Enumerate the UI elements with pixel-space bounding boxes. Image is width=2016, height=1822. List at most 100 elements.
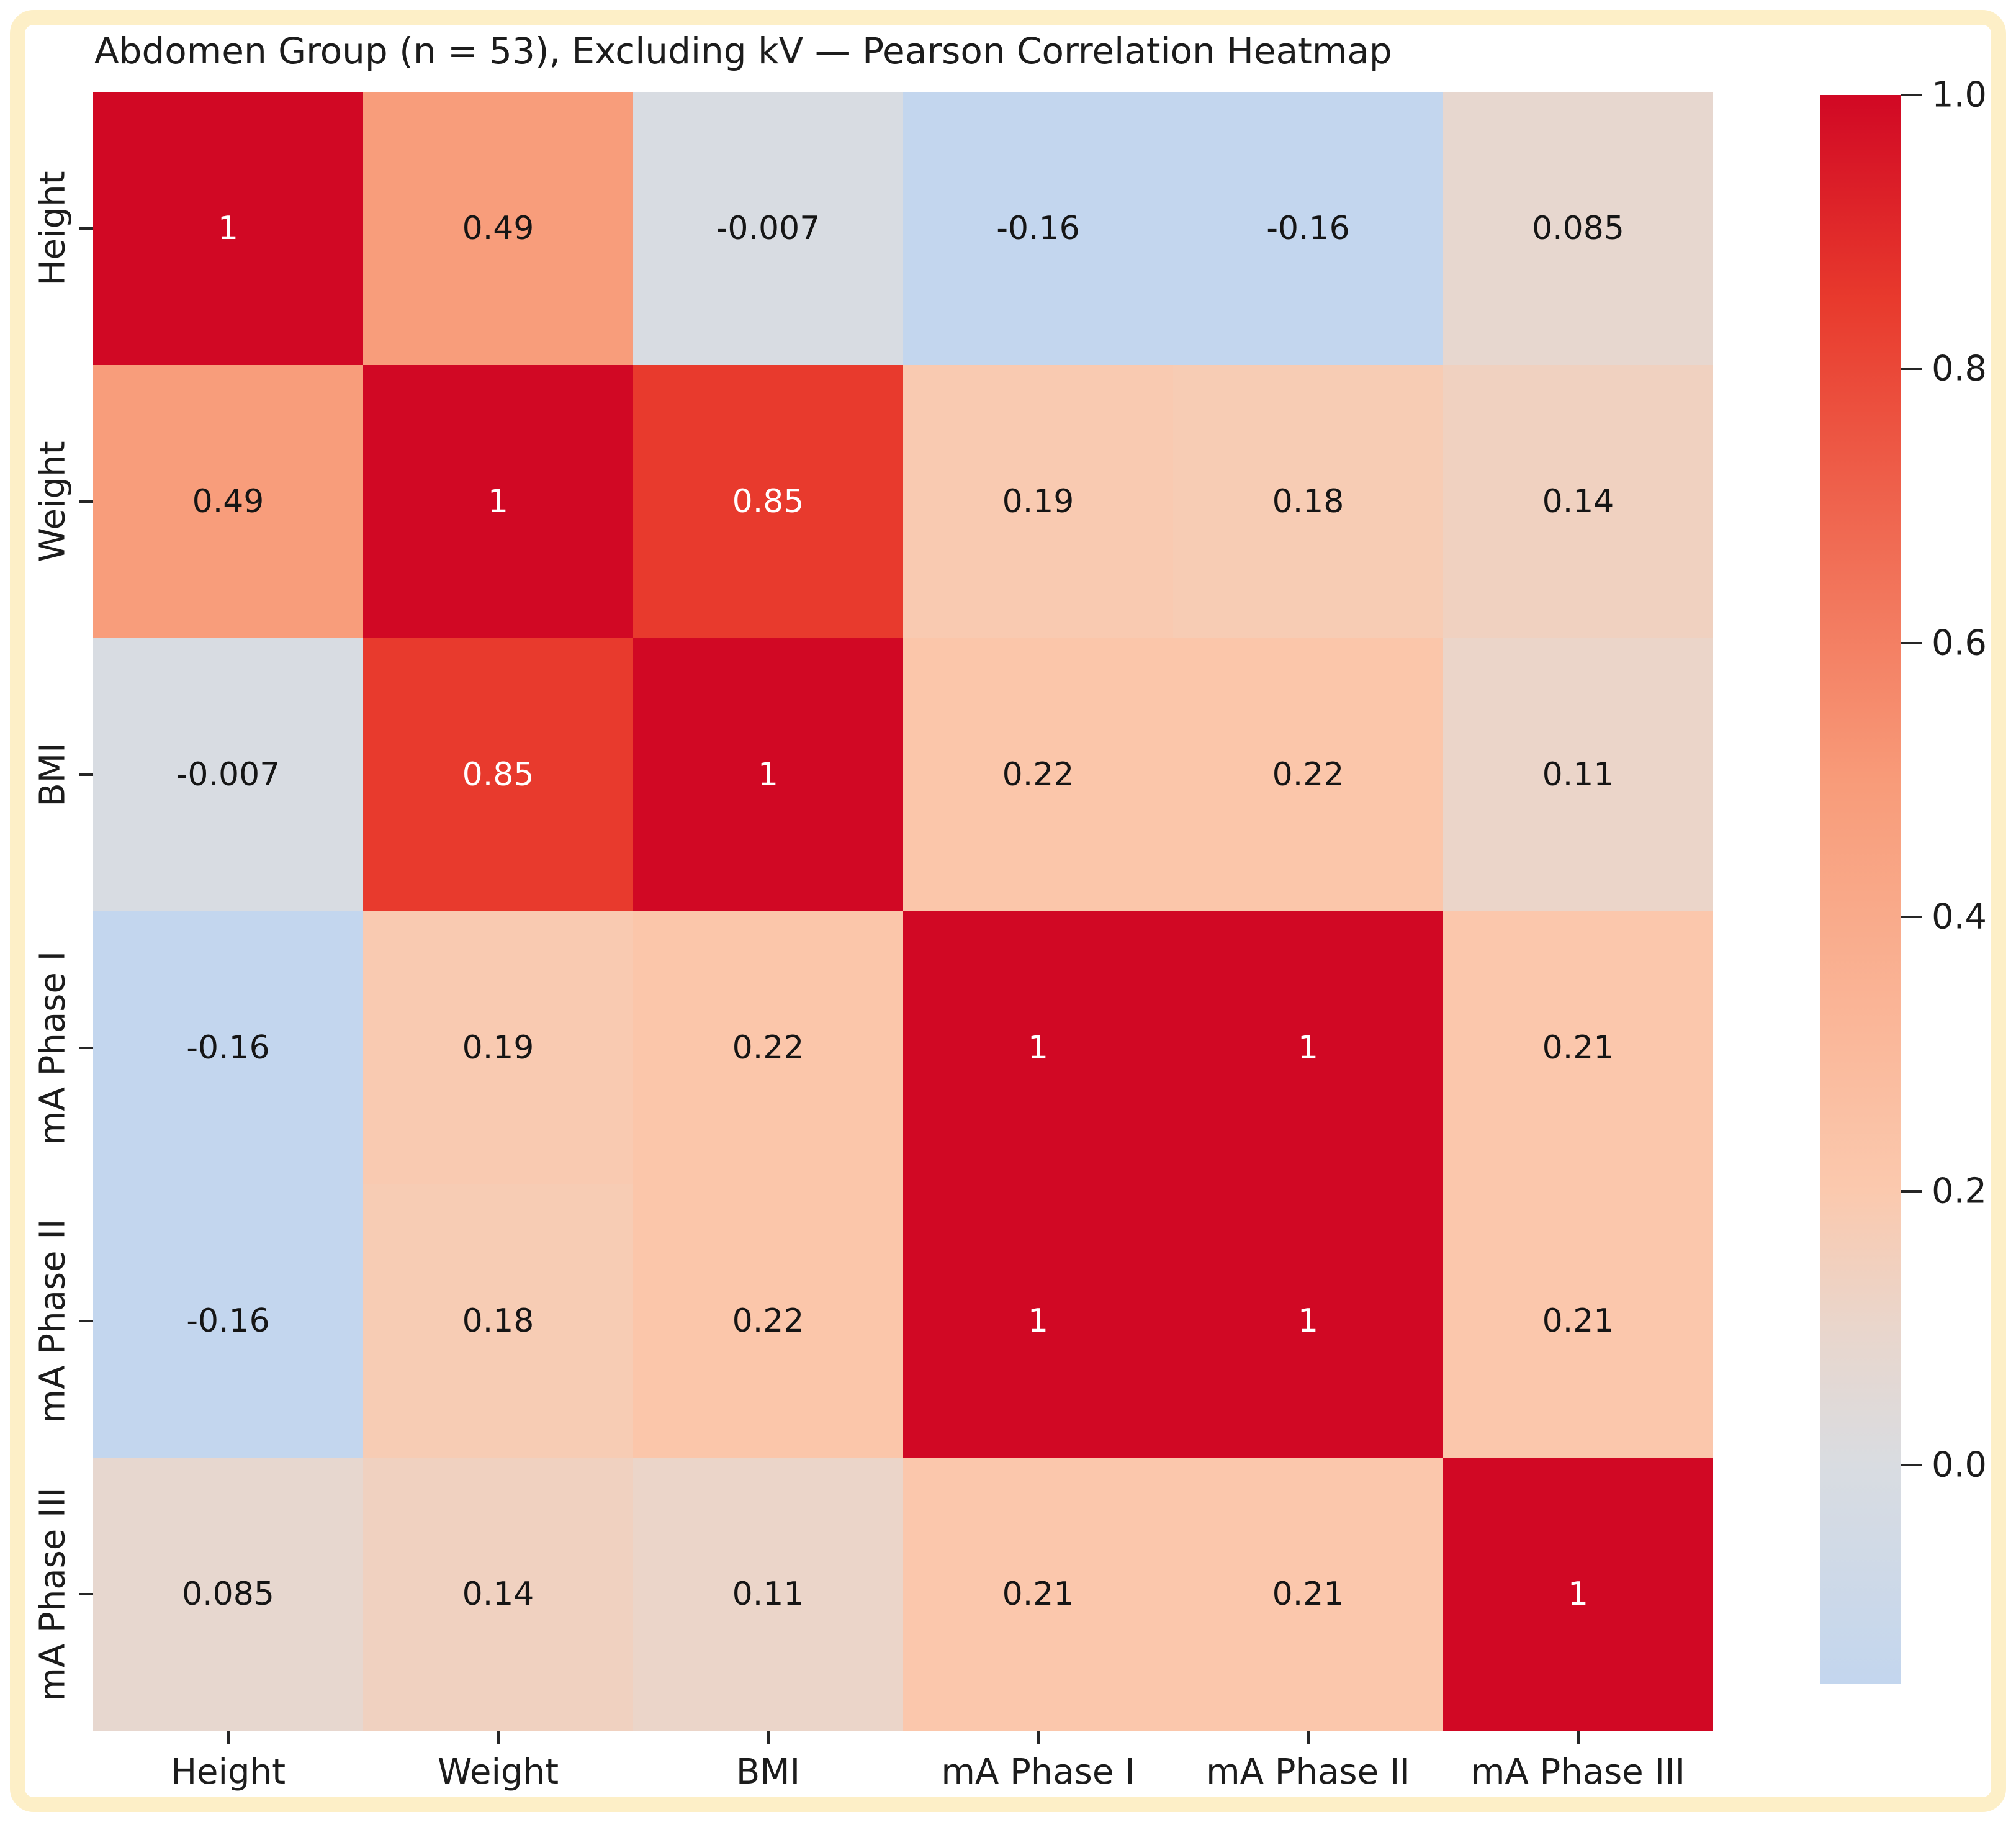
cell-value: 1 xyxy=(1567,1576,1589,1613)
heatmap-cell: 0.22 xyxy=(633,911,903,1184)
x-tick-mark xyxy=(1577,1731,1580,1744)
cell-value: 0.49 xyxy=(462,210,534,247)
cell-value: 0.22 xyxy=(732,1029,804,1067)
cell-value: 0.21 xyxy=(1542,1029,1614,1067)
cell-value: -0.16 xyxy=(1266,210,1350,247)
x-tick-label: mA Phase I xyxy=(941,1752,1135,1792)
heatmap-cell: -0.16 xyxy=(93,1184,363,1458)
colorbar-tick-mark xyxy=(1901,1189,1922,1193)
heatmap-cell: 0.21 xyxy=(1443,911,1713,1184)
heatmap-cell: 0.085 xyxy=(93,1458,363,1731)
cell-value: 1 xyxy=(1297,1302,1319,1340)
y-tick-label: mA Phase II xyxy=(32,1219,73,1423)
heatmap-cell: 0.11 xyxy=(633,1458,903,1731)
y-tick-label: Weight xyxy=(32,441,73,562)
colorbar-tick-label: 0.4 xyxy=(1932,896,1987,937)
x-tick-mark xyxy=(1307,1731,1310,1744)
colorbar-tick-mark xyxy=(1901,641,1922,644)
heatmap-cell: 0.22 xyxy=(903,638,1173,911)
heatmap-cell: 0.19 xyxy=(903,365,1173,638)
heatmap-cell: 0.85 xyxy=(363,638,633,911)
heatmap-cell: 1 xyxy=(1443,1458,1713,1731)
x-tick-label: Height xyxy=(170,1752,286,1792)
cell-value: 0.085 xyxy=(182,1576,274,1613)
x-tick-label: BMI xyxy=(736,1752,801,1792)
y-tick-label: Height xyxy=(32,171,73,286)
x-tick-mark xyxy=(1037,1731,1040,1744)
cell-value: -0.16 xyxy=(186,1029,270,1067)
heatmap-cell: 0.11 xyxy=(1443,638,1713,911)
x-tick-mark xyxy=(227,1731,230,1744)
cell-value: 1 xyxy=(487,483,509,520)
heatmap-cell: 0.49 xyxy=(93,365,363,638)
cell-value: 0.14 xyxy=(1542,483,1614,520)
x-tick-mark xyxy=(767,1731,770,1744)
y-tick-mark xyxy=(79,227,93,230)
y-tick-label: BMI xyxy=(32,742,73,807)
colorbar xyxy=(1820,95,1901,1684)
heatmap-cell: 0.21 xyxy=(1173,1458,1443,1731)
colorbar-tick-mark xyxy=(1901,1463,1922,1466)
cell-value: 0.49 xyxy=(192,483,264,520)
y-tick-label: mA Phase I xyxy=(32,950,73,1145)
colorbar-tick-mark xyxy=(1901,916,1922,919)
heatmap-grid: 1 0.49 -0.007 -0.16 -0.16 0.085 0.49 1 0.85 0.19 0… xyxy=(93,92,1713,1731)
cell-value: 0.85 xyxy=(462,756,534,793)
heatmap-cell: 0.21 xyxy=(903,1458,1173,1731)
colorbar-tick-label: 1.0 xyxy=(1932,74,1987,115)
heatmap-cell: 1 xyxy=(903,1184,1173,1458)
colorbar-tick-mark xyxy=(1901,368,1922,371)
heatmap-cell: 0.85 xyxy=(633,365,903,638)
cell-value: 1 xyxy=(1027,1302,1049,1340)
cell-value: -0.007 xyxy=(716,210,821,247)
cell-value: 0.21 xyxy=(1002,1576,1074,1613)
cell-value: 0.85 xyxy=(732,483,804,520)
heatmap-cell: -0.16 xyxy=(93,911,363,1184)
x-tick-mark xyxy=(497,1731,500,1744)
cell-value: 0.18 xyxy=(462,1302,534,1340)
colorbar-tick-label: 0.0 xyxy=(1932,1445,1987,1486)
heatmap-cell: 1 xyxy=(1173,911,1443,1184)
heatmap-cell: 1 xyxy=(93,92,363,365)
cell-value: 0.11 xyxy=(1542,756,1614,793)
cell-value: 0.19 xyxy=(1002,483,1074,520)
heatmap-cell: 0.18 xyxy=(1173,365,1443,638)
x-tick-label: Weight xyxy=(437,1752,559,1792)
y-tick-mark xyxy=(79,500,93,503)
cell-value: 0.11 xyxy=(732,1576,804,1613)
heatmap-cell: 0.22 xyxy=(633,1184,903,1458)
heatmap-cell: 0.19 xyxy=(363,911,633,1184)
cell-value: 0.19 xyxy=(462,1029,534,1067)
cell-value: -0.007 xyxy=(176,756,281,793)
x-tick-label: mA Phase III xyxy=(1470,1752,1686,1792)
cell-value: -0.16 xyxy=(996,210,1080,247)
y-tick-mark xyxy=(79,773,93,776)
x-tick-label: mA Phase II xyxy=(1206,1752,1410,1792)
cell-value: 0.21 xyxy=(1272,1576,1344,1613)
y-tick-mark xyxy=(79,1047,93,1049)
cell-value: 1 xyxy=(1297,1029,1319,1067)
cell-value: 0.22 xyxy=(1272,756,1344,793)
heatmap-cell: 0.22 xyxy=(1173,638,1443,911)
y-tick-mark xyxy=(79,1593,93,1595)
cell-value: 1 xyxy=(757,756,779,793)
colorbar-tick-label: 0.6 xyxy=(1932,623,1987,664)
heatmap-cell: -0.16 xyxy=(1173,92,1443,365)
cell-value: 1 xyxy=(217,210,239,247)
heatmap-cell: 0.085 xyxy=(1443,92,1713,365)
heatmap-cell: 0.14 xyxy=(363,1458,633,1731)
cell-value: 1 xyxy=(1027,1029,1049,1067)
cell-value: 0.22 xyxy=(732,1302,804,1340)
heatmap-cell: 1 xyxy=(633,638,903,911)
y-tick-label: mA Phase III xyxy=(32,1487,73,1702)
cell-value: -0.16 xyxy=(186,1302,270,1340)
heatmap-cell: 1 xyxy=(903,911,1173,1184)
y-tick-mark xyxy=(79,1320,93,1322)
heatmap-cell: 0.49 xyxy=(363,92,633,365)
cell-value: 0.085 xyxy=(1532,210,1624,247)
cell-value: 0.18 xyxy=(1272,483,1344,520)
heatmap-cell: -0.16 xyxy=(903,92,1173,365)
heatmap-cell: -0.007 xyxy=(633,92,903,365)
colorbar-tick-label: 0.2 xyxy=(1932,1171,1987,1212)
